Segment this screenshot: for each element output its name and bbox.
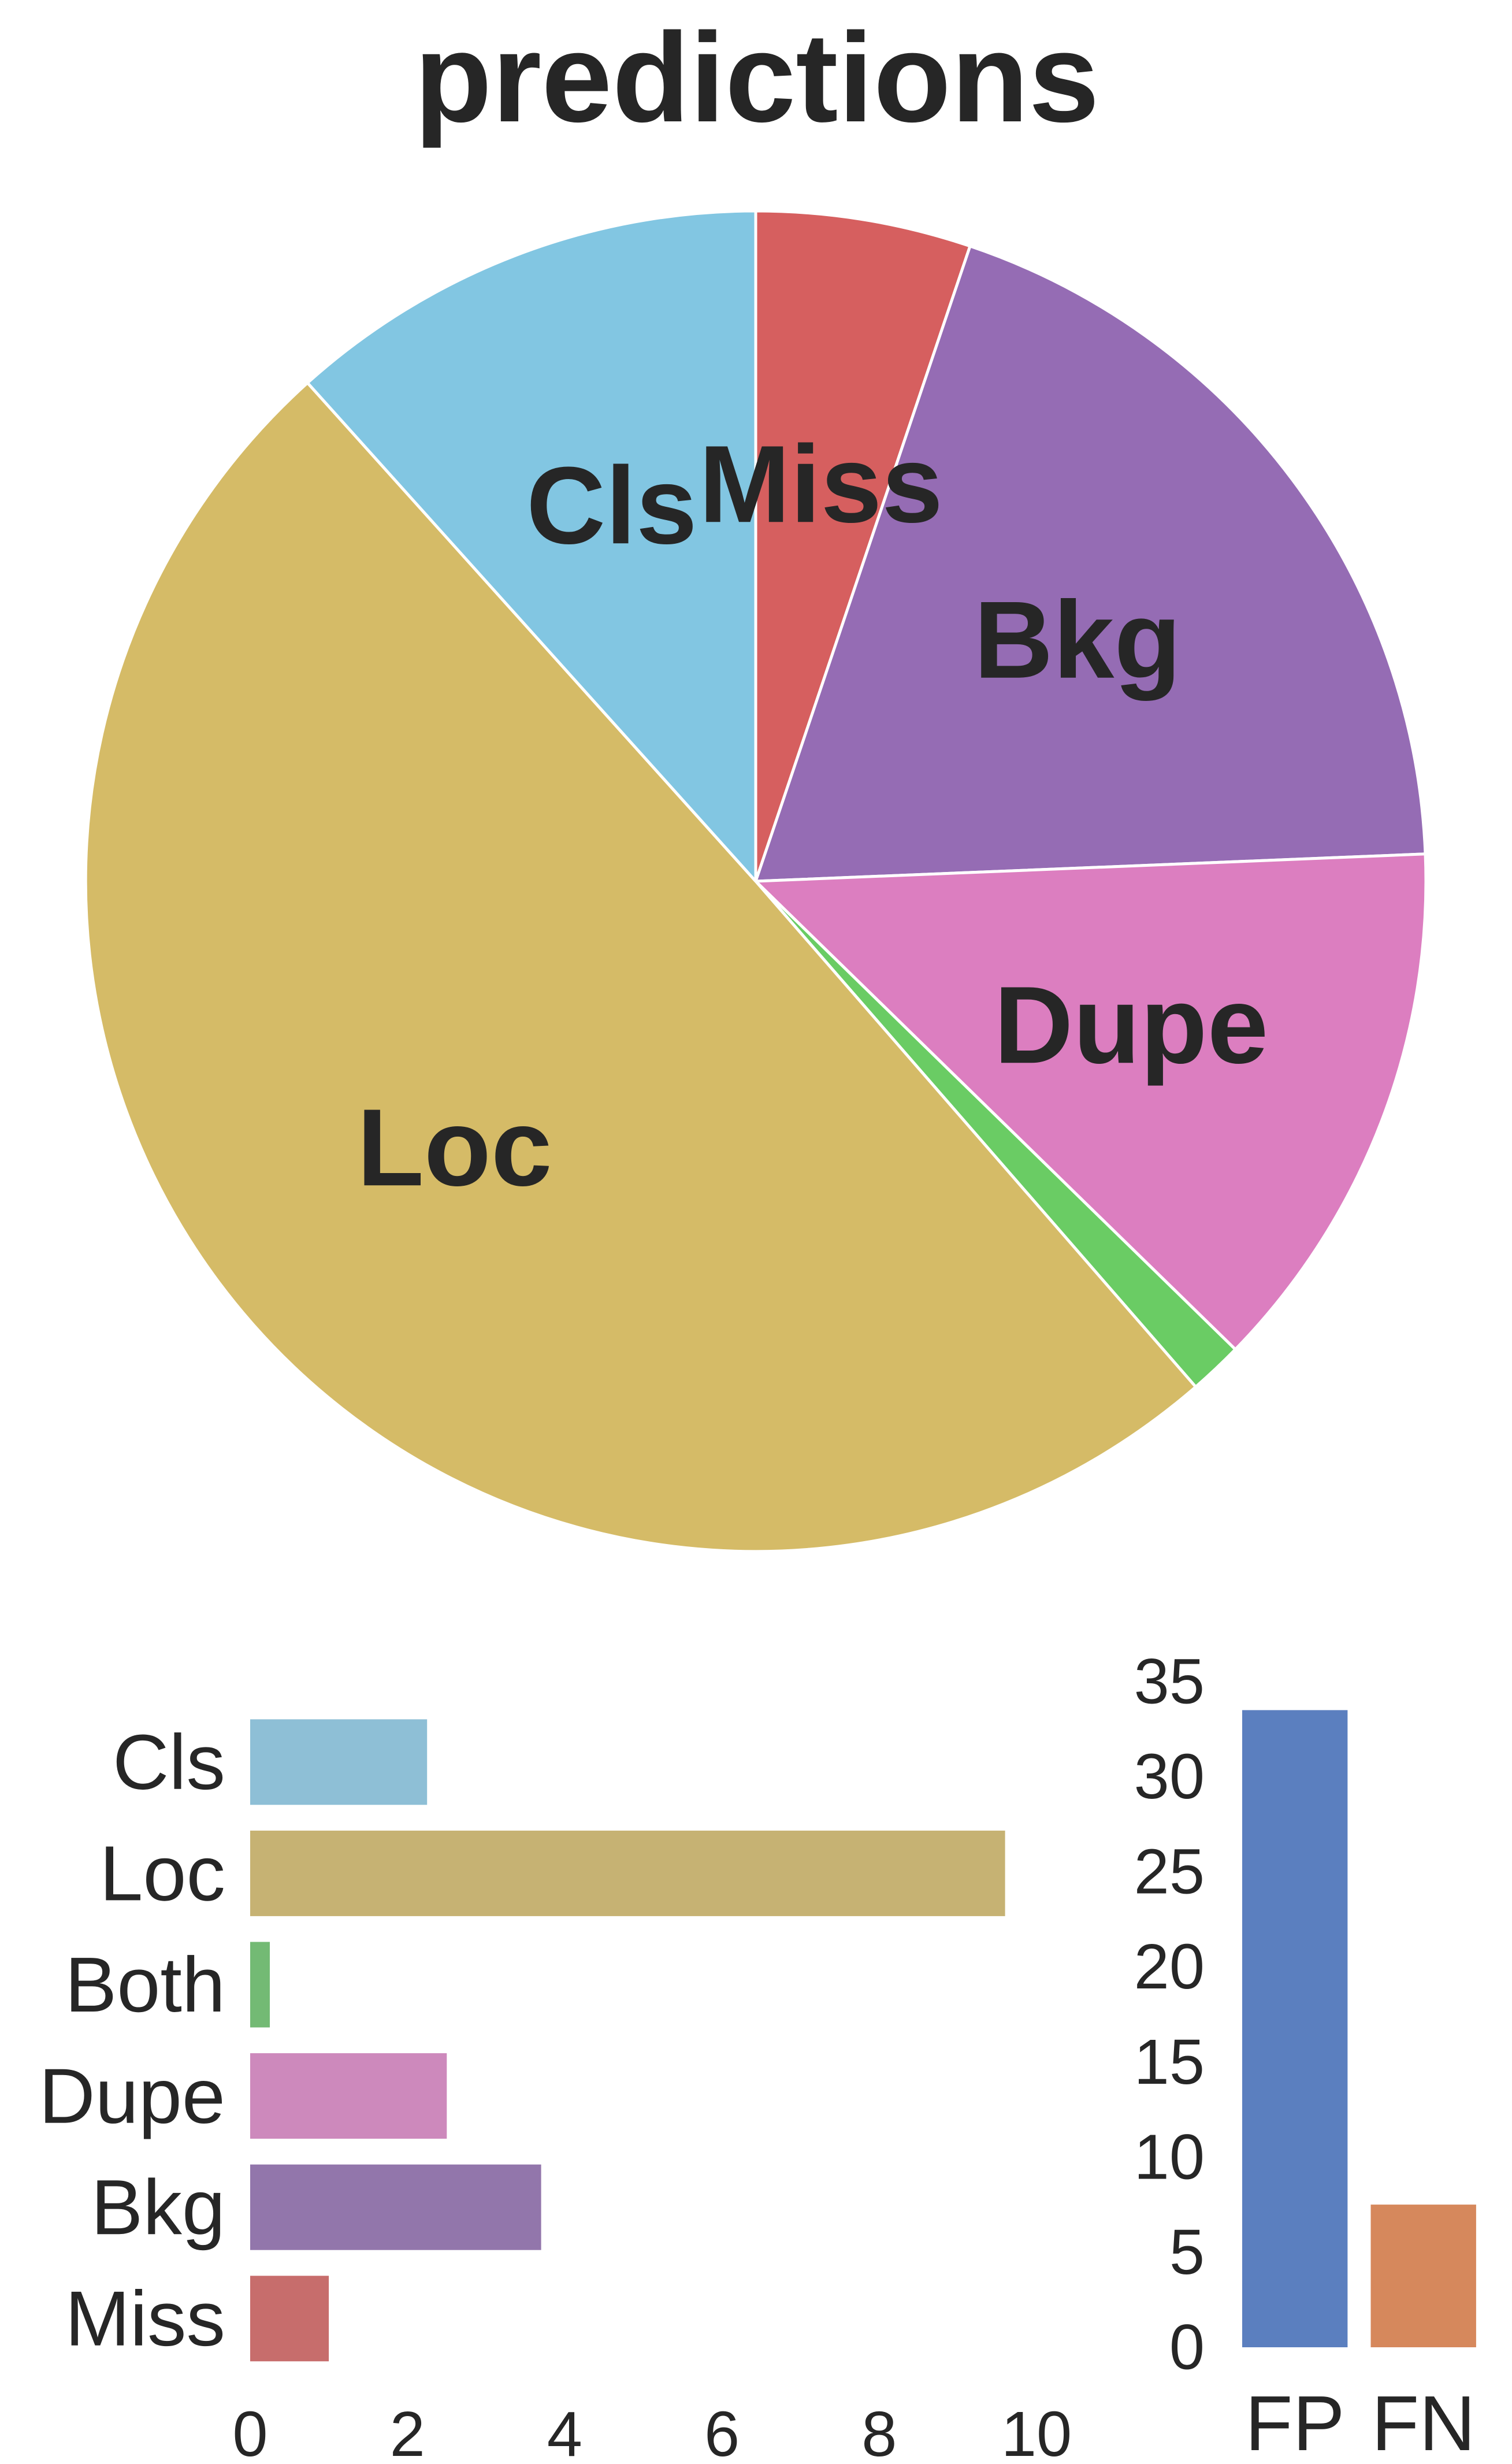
pie-slice-bkg xyxy=(754,244,1427,883)
x-tick-label: 10 xyxy=(1001,2399,1072,2464)
pie-label-dupe: Dupe xyxy=(994,964,1268,1086)
hbar-loc xyxy=(250,1830,1005,1916)
hbar-label-cls: Cls xyxy=(113,1719,225,1806)
hbar-label-dupe: Dupe xyxy=(39,2053,225,2140)
y-tick-label: 30 xyxy=(1134,1741,1205,1812)
pie-label-cls: Cls xyxy=(526,444,697,567)
hbar-label-both: Both xyxy=(65,1941,225,2028)
pie-chart: Miss Bkg Dupe Loc Cls xyxy=(84,209,1428,1553)
x-tick-label: 0 xyxy=(232,2399,268,2464)
pie-label-bkg: Bkg xyxy=(974,579,1182,702)
hbar-cls xyxy=(250,1719,428,1805)
pie-slice-cls xyxy=(306,209,757,883)
pie-slice-loc xyxy=(84,381,1198,1553)
pie-slice-miss xyxy=(754,209,972,883)
hbar-bkg xyxy=(250,2164,541,2250)
x-tick-label: 8 xyxy=(861,2399,897,2464)
vbar-fp xyxy=(1242,1710,1348,2347)
vbar-label-fp: FP xyxy=(1245,2380,1345,2464)
hbar-miss xyxy=(250,2276,329,2362)
chart-title: predictions xyxy=(414,6,1099,149)
y-tick-label: 25 xyxy=(1134,1836,1205,1908)
hbar-both xyxy=(250,1942,270,2028)
y-tick-label: 15 xyxy=(1134,2027,1205,2098)
x-tick-label: 6 xyxy=(704,2399,740,2464)
pie-label-loc: Loc xyxy=(357,1086,552,1209)
y-tick-label: 0 xyxy=(1169,2312,1205,2383)
pie-slice-dupe xyxy=(754,852,1428,1351)
vbar-fn xyxy=(1370,2205,1476,2347)
y-tick-label: 10 xyxy=(1134,2121,1205,2192)
vbar-label-fn: FN xyxy=(1372,2380,1476,2464)
x-tick-label: 4 xyxy=(547,2399,582,2464)
hbar-label-loc: Loc xyxy=(99,1830,225,1917)
hbar-dupe xyxy=(250,2053,447,2139)
fp-fn-bar-chart: FP FN 0 5 10 15 20 25 30 35 xyxy=(1134,1646,1476,2464)
y-tick-label: 35 xyxy=(1134,1646,1205,1717)
y-tick-label: 5 xyxy=(1169,2217,1205,2288)
y-tick-label: 20 xyxy=(1134,1931,1205,2002)
pie-label-miss: Miss xyxy=(699,423,943,546)
hbar-label-bkg: Bkg xyxy=(91,2164,225,2251)
hbar-label-miss: Miss xyxy=(65,2275,225,2362)
x-tick-label: 2 xyxy=(390,2399,425,2464)
